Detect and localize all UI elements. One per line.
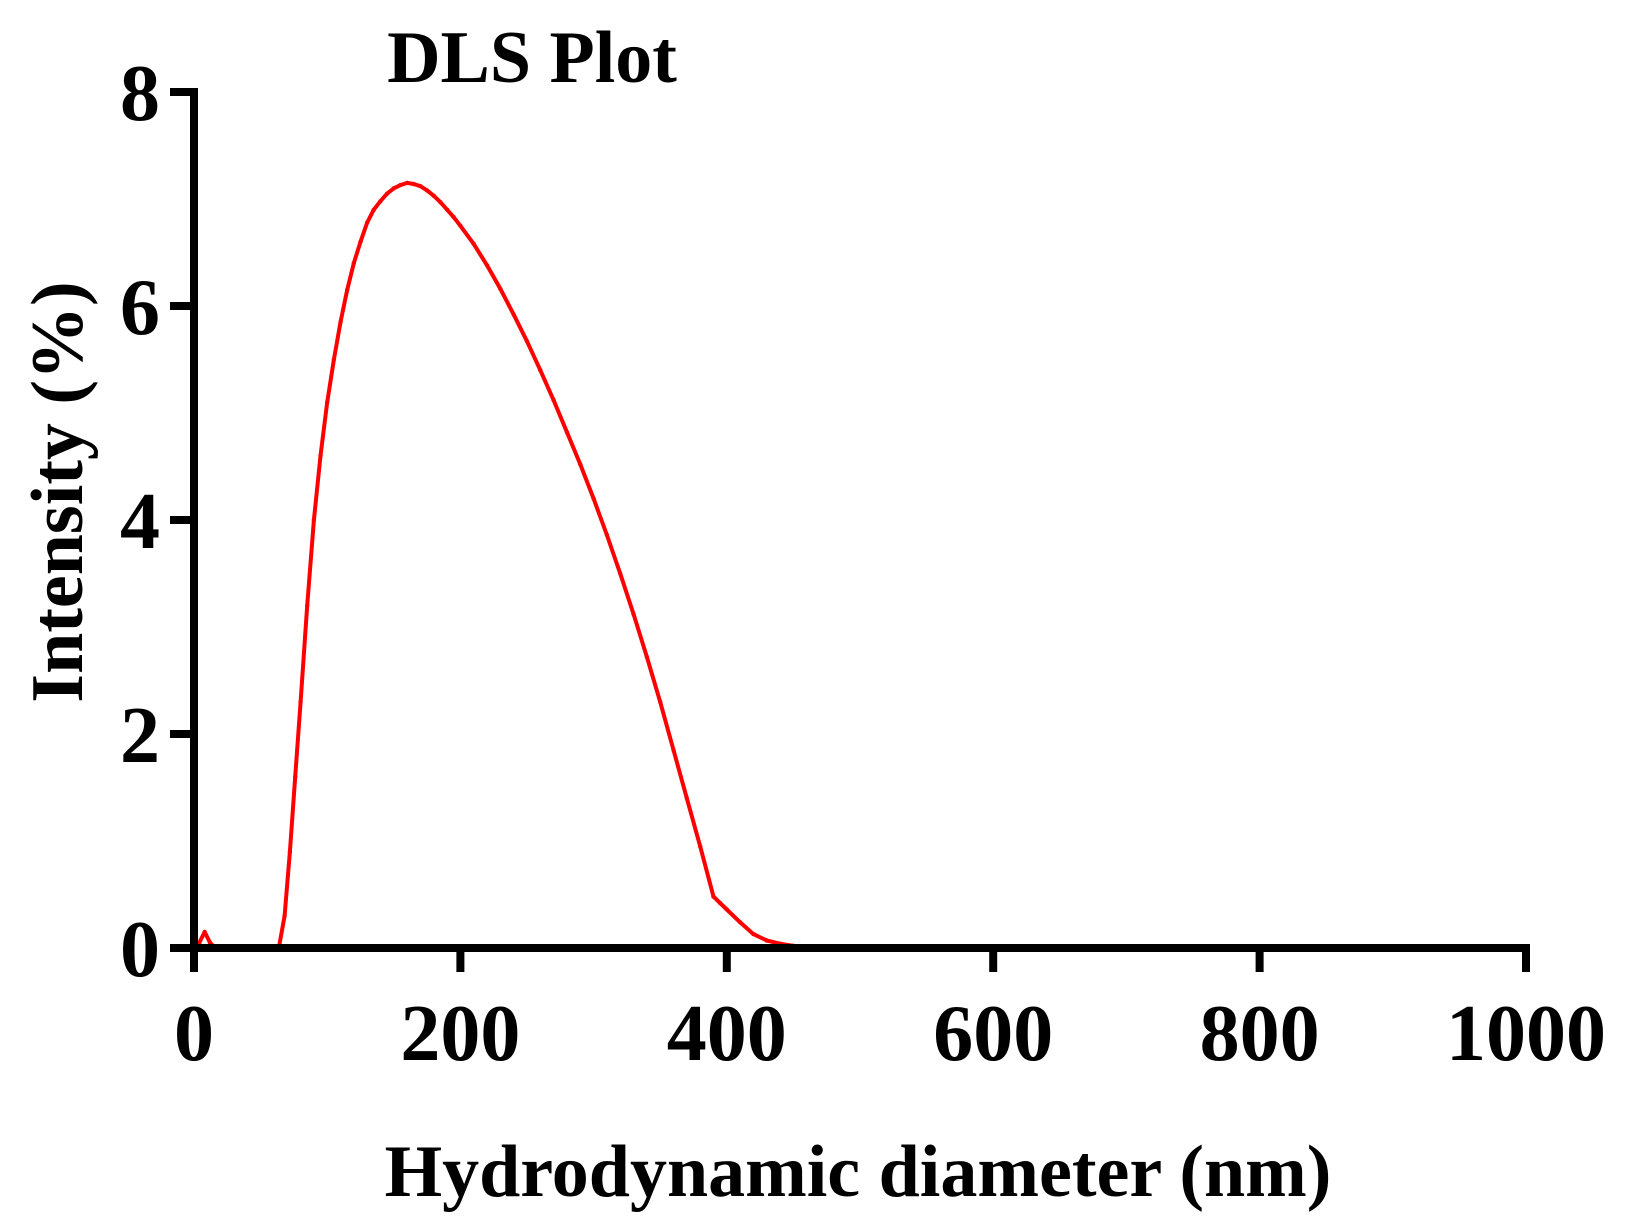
data-point: [391, 186, 396, 191]
data-point: [471, 241, 476, 247]
data-point: [618, 571, 623, 576]
plot-area: [191, 180, 1529, 951]
x-tick-label: 400: [667, 990, 787, 1078]
data-point: [411, 181, 416, 187]
y-tick-label: 8: [120, 50, 160, 138]
data-point: [305, 603, 310, 608]
data-point: [697, 844, 703, 849]
x-tick-label: 800: [1200, 990, 1320, 1078]
data-point: [364, 220, 370, 225]
y-tick-label: 0: [120, 906, 160, 994]
data-point: [298, 699, 303, 705]
data-point: [711, 894, 716, 899]
data-point: [424, 188, 430, 193]
data-point: [344, 287, 350, 293]
data-point: [671, 747, 676, 753]
y-axis-label: Intensity (%): [17, 281, 99, 702]
data-point: [202, 929, 207, 935]
data-point: [684, 796, 690, 801]
data-point: [311, 517, 317, 523]
data-point: [658, 699, 663, 705]
data-point: [644, 654, 650, 660]
chart-title: DLS Plot: [387, 17, 677, 99]
data-point: [458, 223, 463, 228]
data-point: [498, 286, 503, 292]
data-point: [551, 397, 556, 403]
data-point: [524, 339, 530, 344]
y-tick-label: 4: [120, 478, 160, 566]
axes: [190, 88, 1530, 952]
y-tick-label: 6: [120, 264, 160, 352]
data-point: [431, 193, 436, 198]
data-point: [764, 938, 769, 943]
data-point: [287, 849, 293, 854]
data-point: [384, 191, 390, 196]
data-point: [207, 940, 213, 945]
data-point: [398, 182, 403, 188]
data-point: [604, 532, 610, 538]
x-tick-label: 600: [933, 990, 1053, 1078]
data-point: [371, 207, 377, 212]
data-point: [404, 180, 410, 186]
y-ticks: 0 2 4 6 8: [120, 50, 194, 994]
data-point: [444, 207, 450, 212]
data-point: [378, 198, 383, 204]
data-point: [717, 900, 723, 906]
x-axis-label: Hydrodynamic diameter (nm): [385, 1131, 1332, 1213]
data-point: [197, 940, 202, 945]
data-point: [418, 183, 423, 189]
data-point: [438, 200, 443, 205]
x-tick-label: 200: [400, 990, 520, 1078]
x-tick-label: 1000: [1446, 990, 1606, 1078]
data-point: [724, 907, 729, 912]
data-point: [331, 357, 337, 362]
data-point: [737, 920, 743, 925]
data-point: [538, 368, 543, 373]
data-point: [591, 496, 596, 501]
x-ticks: 0 200 400 600 800 1000: [174, 948, 1606, 1078]
data-point: [351, 261, 357, 266]
data-point: [484, 263, 490, 268]
series-line: [192, 180, 1528, 950]
y-tick-label: 2: [120, 692, 160, 780]
data-point: [564, 430, 570, 435]
data-point: [631, 611, 636, 617]
data-point: [511, 312, 516, 317]
data-point: [325, 400, 330, 405]
data-point: [338, 319, 343, 325]
data-point: [282, 913, 287, 919]
data-point: [751, 931, 756, 937]
data-point: [451, 214, 456, 220]
data-point: [318, 453, 323, 458]
data-point: [358, 239, 363, 244]
data-point: [293, 774, 298, 779]
data-point: [578, 462, 583, 467]
x-tick-label: 0: [174, 990, 214, 1078]
